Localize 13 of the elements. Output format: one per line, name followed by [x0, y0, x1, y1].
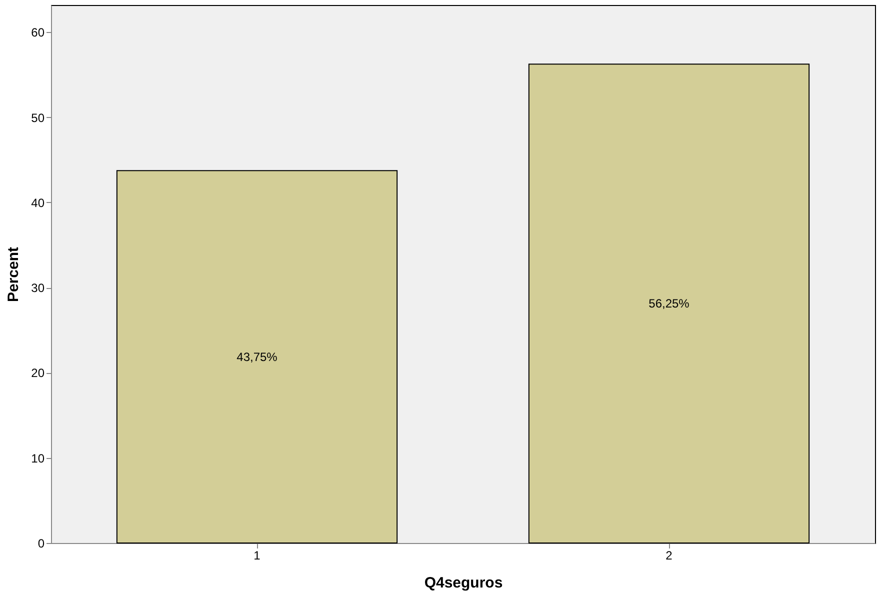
x-tick-label: 2 — [666, 548, 673, 562]
y-tick-label: 30 — [31, 281, 45, 296]
y-axis-title: Percent — [5, 246, 22, 302]
y-tick-label: 50 — [31, 110, 45, 125]
y-tick-label: 60 — [31, 26, 45, 40]
y-tick-label: 10 — [31, 451, 45, 466]
y-tick-label: 0 — [38, 536, 45, 550]
y-tick-label: 20 — [31, 366, 45, 380]
x-tick-label: 1 — [254, 548, 261, 562]
x-axis-title: Q4seguros — [424, 574, 503, 592]
y-tick-label: 40 — [31, 196, 45, 210]
data-label: 56,25% — [648, 296, 690, 311]
data-label: 43,75% — [236, 350, 278, 364]
